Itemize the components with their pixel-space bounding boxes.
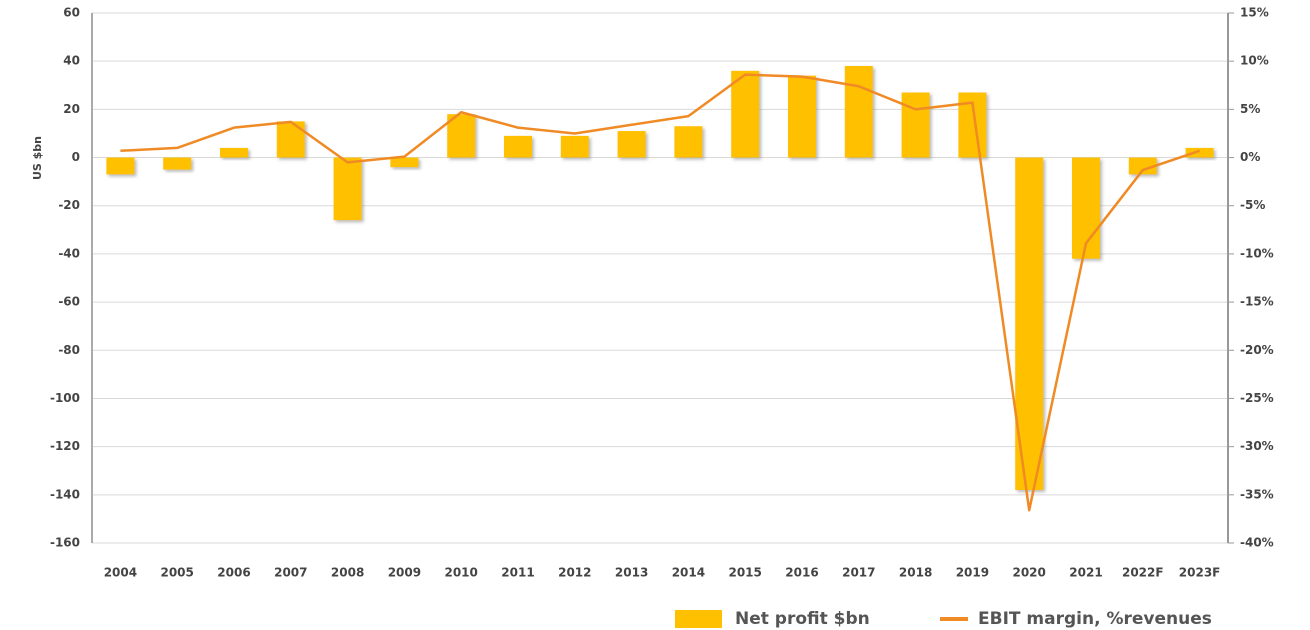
- y-tick-label: 20: [63, 102, 80, 116]
- y2-tick-label: -30%: [1240, 439, 1274, 453]
- x-tick-label: 2018: [899, 566, 932, 580]
- x-tick-label: 2009: [388, 566, 421, 580]
- x-tick-label: 2021: [1069, 566, 1102, 580]
- y-tick-label: -20: [58, 198, 80, 212]
- x-tick-label: 2012: [558, 566, 591, 580]
- y2-tick-label: -10%: [1240, 246, 1274, 260]
- x-tick-label: 2015: [728, 566, 761, 580]
- x-tick-label: 2023F: [1179, 566, 1221, 580]
- y2-tick-label: -35%: [1240, 487, 1274, 501]
- y2-tick-label: 5%: [1240, 102, 1260, 116]
- bar: [163, 157, 192, 170]
- x-tick-label: 2014: [672, 566, 705, 580]
- bar: [390, 157, 419, 168]
- x-tick-label: 2004: [104, 566, 137, 580]
- y-tick-label: -40: [58, 246, 80, 260]
- y2-tick-label: -5%: [1240, 198, 1265, 212]
- bar: [1185, 147, 1214, 158]
- x-tick-label: 2005: [160, 566, 193, 580]
- y-tick-label: 0: [72, 150, 80, 164]
- y2-tick-label: 15%: [1240, 6, 1269, 20]
- y-tick-label: 60: [63, 6, 80, 20]
- y2-tick-label: -20%: [1240, 343, 1274, 357]
- y-tick-label: -160: [50, 536, 80, 550]
- x-tick-label: 2017: [842, 566, 875, 580]
- bar: [731, 70, 760, 158]
- x-tick-label: 2006: [217, 566, 250, 580]
- bar: [220, 147, 248, 158]
- y-tick-label: -100: [50, 391, 80, 405]
- legend-swatch: [675, 610, 722, 628]
- x-tick-label: 2022F: [1122, 566, 1164, 580]
- bar: [788, 75, 816, 158]
- x-tick-label: 2019: [956, 566, 989, 580]
- x-tick-label: 2016: [785, 566, 818, 580]
- bar: [504, 135, 532, 158]
- bar: [447, 114, 476, 158]
- y2-tick-label: 10%: [1240, 54, 1269, 68]
- x-tick-label: 2020: [1012, 566, 1045, 580]
- y2-tick-label: -25%: [1240, 391, 1274, 405]
- y-tick-label: -120: [50, 439, 80, 453]
- x-tick-label: 2013: [615, 566, 648, 580]
- bar: [333, 157, 362, 221]
- legend-label: Net profit $bn: [735, 609, 870, 629]
- bar: [276, 121, 305, 158]
- x-tick-label: 2008: [331, 566, 364, 580]
- line: [120, 73, 1201, 512]
- y-tick-label: -60: [58, 295, 80, 309]
- legend-label: EBIT margin, %revenues: [978, 609, 1212, 629]
- bar: [844, 66, 873, 158]
- y2-tick-label: 0%: [1240, 150, 1260, 164]
- bar: [901, 92, 930, 158]
- bar: [674, 126, 703, 158]
- x-tick-label: 2007: [274, 566, 307, 580]
- y2-tick-label: -15%: [1240, 295, 1274, 309]
- bar: [560, 135, 589, 158]
- x-tick-label: 2010: [444, 566, 477, 580]
- y-axis-label: US $bn: [31, 136, 44, 180]
- bar: [106, 157, 135, 175]
- y2-tick-label: -40%: [1240, 536, 1274, 550]
- bar: [617, 131, 646, 158]
- y-tick-label: -80: [58, 343, 80, 357]
- x-tick-label: 2011: [501, 566, 534, 580]
- y-tick-label: 40: [63, 54, 80, 68]
- bar: [1128, 157, 1157, 175]
- y-tick-label: -140: [50, 487, 80, 501]
